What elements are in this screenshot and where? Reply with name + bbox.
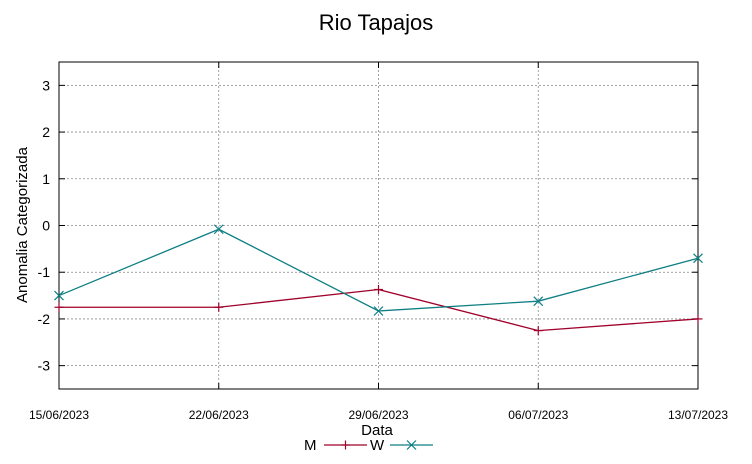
x-axis-ticks: 15/06/2023 22/06/2023 29/06/2023 06/07/2023… [29,62,728,422]
data-point-W [213,224,224,235]
x-tick-label: 13/07/2023 [668,408,728,422]
data-point-M [214,302,224,312]
data-point-W [54,290,64,301]
data-point-W [533,296,544,307]
legend-label-M: M [304,437,317,454]
legend-marker-M [341,440,350,450]
x-tick-label: 06/07/2023 [508,408,568,422]
x-tick-label: 29/06/2023 [348,408,408,422]
y-axis-ticks: 3 2 1 0 -1 -2 -3 [38,77,698,374]
legend-label-W: W [370,437,385,454]
x-tick-label: 15/06/2023 [29,408,89,422]
y-axis-label: Anomalia Categorizada [14,146,31,303]
data-point-M [54,302,64,312]
x-axis-label: Data [361,422,393,439]
chart-title: Rio Tapajos [319,10,434,35]
y-tick-label: -3 [38,358,51,374]
data-point-M [374,284,383,294]
y-tick-label: 3 [42,77,50,93]
y-tick-label: -1 [38,264,51,280]
y-tick-label: -2 [38,311,51,327]
y-tick-label: 1 [42,171,50,187]
data-point-M [533,326,543,336]
y-tick-label: 2 [42,124,50,140]
grid-lines [59,62,698,389]
legend-marker-W [406,440,417,450]
x-tick-label: 22/06/2023 [189,408,249,422]
series-layer [54,224,703,336]
y-tick-label: 0 [42,218,50,234]
data-point-W [373,306,384,316]
data-point-M [693,314,703,324]
data-point-W [693,253,703,264]
